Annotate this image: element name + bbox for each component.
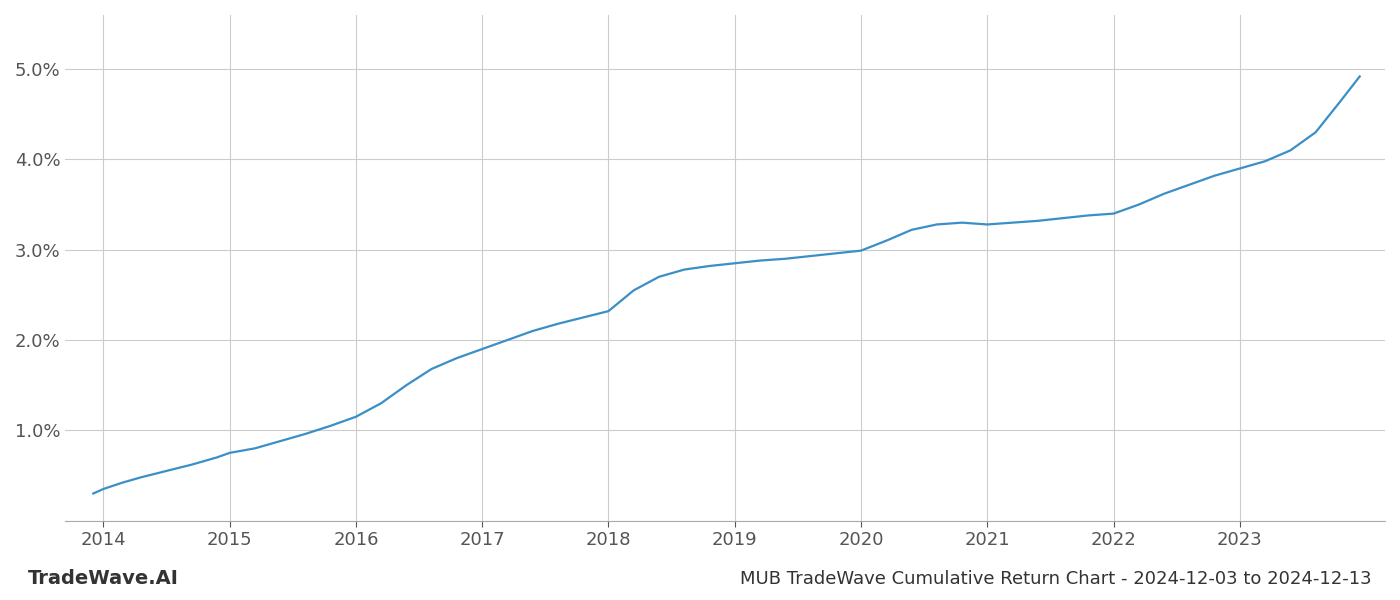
Text: MUB TradeWave Cumulative Return Chart - 2024-12-03 to 2024-12-13: MUB TradeWave Cumulative Return Chart - … [741,570,1372,588]
Text: TradeWave.AI: TradeWave.AI [28,569,179,588]
